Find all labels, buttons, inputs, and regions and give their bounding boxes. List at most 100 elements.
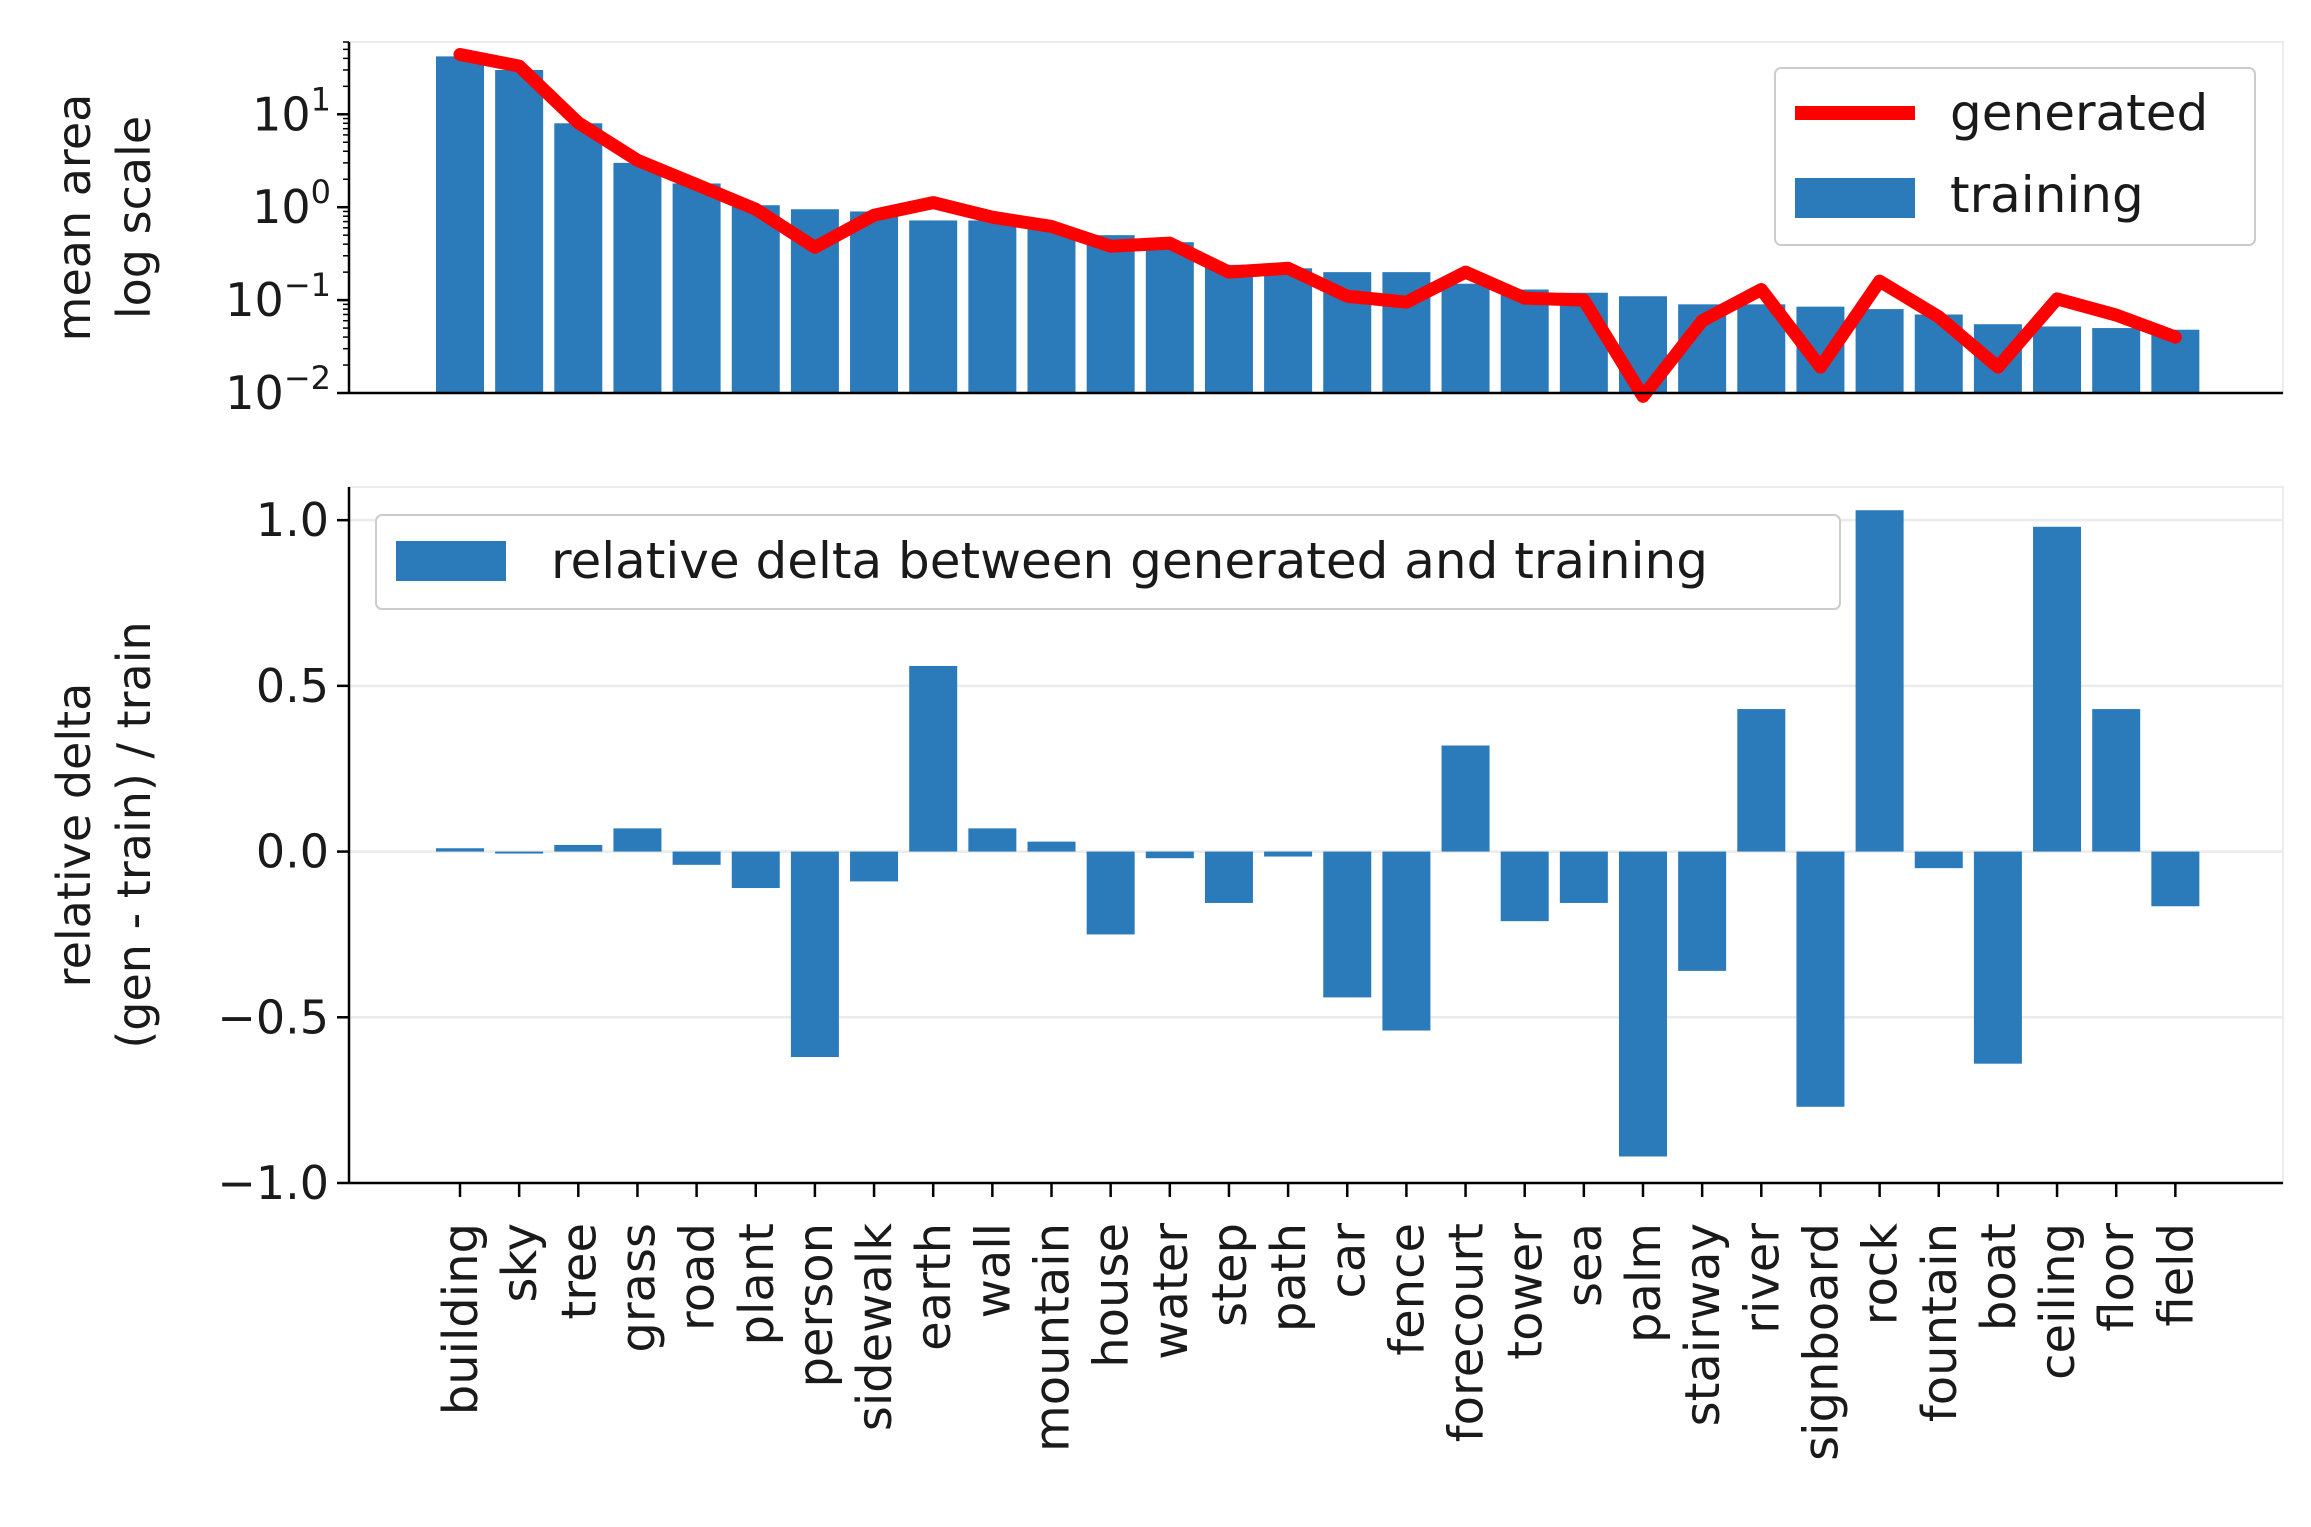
training-bar-sky [495, 69, 544, 393]
top-bars [436, 56, 2200, 394]
top-y-axis-title-line-1: mean area [47, 94, 101, 342]
x-tick-label-boat: boat [1971, 1223, 2027, 1331]
bottom-y-axis-title-line-2: (gen - train) / train [107, 621, 161, 1048]
delta-bar-signboard [1796, 851, 1845, 1107]
x-tick-label-fence: fence [1379, 1223, 1435, 1356]
delta-bar-stairway [1678, 851, 1727, 971]
delta-bar-grass [613, 828, 662, 852]
x-tick-label-field: field [2148, 1223, 2204, 1327]
top-y-tick-label: 101 [252, 80, 331, 141]
x-tick-label-grass: grass [610, 1223, 666, 1353]
training-bar-ceiling [2033, 326, 2082, 393]
training-bar-plant [731, 205, 780, 393]
x-tick-label-mountain: mountain [1025, 1223, 1081, 1452]
training-bar-step [1204, 264, 1253, 393]
training-bar-water [1145, 242, 1194, 393]
training-bar-house [1086, 235, 1135, 393]
delta-bar-palm [1619, 851, 1667, 1157]
x-tick-label-sidewalk: sidewalk [847, 1223, 903, 1431]
delta-bar-path [1264, 851, 1313, 857]
delta-bar-step [1204, 851, 1253, 903]
x-tick-label-wall: wall [965, 1223, 1021, 1318]
delta-bar-house [1086, 851, 1135, 935]
bottom-y-ticks: 1.0 0.5 0.0 −0.5 −1.0 [217, 493, 349, 1210]
delta-bar-fountain [1914, 851, 1963, 869]
x-tick-label-sky: sky [492, 1223, 548, 1303]
generated-line [453, 48, 2182, 403]
training-bar-forecourt [1441, 283, 1490, 393]
top-panel: 101 100 10−1 10−2 mean area log scale gener… [47, 41, 2284, 420]
delta-bar-plant [731, 851, 780, 889]
training-bar-rock [1855, 309, 1904, 393]
bottom-y-axis-title-line-1: relative delta [47, 683, 101, 988]
x-tick-label-fountain: fountain [1912, 1223, 1968, 1422]
legend-relative-delta-swatch [396, 541, 506, 581]
x-tick-label-plant: plant [729, 1223, 785, 1345]
delta-bar-sea [1559, 851, 1608, 903]
x-tick-label-tree: tree [551, 1223, 607, 1320]
x-tick-label-step: step [1202, 1223, 1258, 1327]
training-bar-wall [968, 220, 1017, 393]
top-legend: generated training [1774, 67, 2256, 246]
training-bar-mountain [1027, 227, 1076, 393]
delta-bar-field [2151, 851, 2200, 907]
x-tick-label-building: building [433, 1223, 489, 1415]
bottom-y-tick-label: −1.0 [217, 1156, 329, 1210]
delta-bar-tower [1500, 851, 1549, 922]
delta-bar-river [1737, 709, 1786, 852]
delta-bar-water [1145, 851, 1194, 859]
x-tick-label-road: road [670, 1223, 726, 1331]
legend-relative-delta-label: relative delta between generated and tra… [551, 532, 1708, 590]
delta-bar-boat [1973, 851, 2022, 1064]
delta-bar-rock [1855, 510, 1904, 852]
x-tick-label-earth: earth [906, 1223, 962, 1351]
top-y-axis-title-line-2: log scale [107, 116, 161, 319]
delta-bar-ceiling [2033, 526, 2082, 852]
top-y-tick-label: 10−2 [225, 359, 331, 420]
bottom-bars [436, 510, 2200, 1157]
bottom-legend: relative delta between generated and tra… [375, 514, 1841, 610]
legend-training-swatch [1795, 178, 1915, 218]
training-bar-earth [909, 220, 958, 393]
x-tick-label-forecourt: forecourt [1439, 1223, 1495, 1442]
x-tick-label-water: water [1143, 1223, 1199, 1360]
bottom-y-tick-label: 0.5 [256, 659, 329, 713]
delta-bar-building [436, 848, 484, 852]
delta-bar-car [1323, 851, 1372, 998]
x-tick-label-river: river [1734, 1223, 1790, 1334]
bottom-legend-box [375, 514, 1841, 610]
delta-bar-fence [1382, 851, 1431, 1031]
training-bar-grass [613, 162, 662, 393]
bottom-x-ticks: building sky tree grass road plant person sidew… [433, 1183, 2204, 1461]
delta-bar-wall [968, 828, 1017, 852]
training-bar-building [436, 56, 484, 393]
training-bar-path [1264, 268, 1313, 393]
top-y-tick-label: 100 [252, 173, 331, 234]
delta-bar-floor [2092, 709, 2141, 852]
delta-bar-forecourt [1441, 745, 1490, 852]
x-tick-label-tower: tower [1498, 1223, 1554, 1360]
training-bar-floor [2092, 328, 2141, 393]
delta-bar-sky [495, 851, 544, 854]
x-tick-label-floor: floor [2089, 1223, 2145, 1332]
x-tick-label-person: person [788, 1223, 844, 1388]
x-tick-label-car: car [1320, 1223, 1376, 1299]
delta-bar-tree [554, 844, 603, 852]
x-tick-label-house: house [1084, 1223, 1140, 1368]
training-bar-road [672, 183, 721, 393]
delta-bar-earth [909, 665, 958, 852]
delta-bar-sidewalk [850, 851, 899, 882]
legend-training-label: training [1950, 166, 2144, 224]
bottom-y-tick-label: 0.0 [256, 825, 329, 879]
x-tick-label-stairway: stairway [1675, 1223, 1731, 1426]
delta-bar-mountain [1027, 841, 1076, 852]
delta-bar-person [790, 851, 839, 1058]
delta-bar-road [672, 851, 721, 865]
x-tick-label-path: path [1261, 1223, 1317, 1332]
training-bar-tree [554, 123, 603, 394]
training-bar-sidewalk [850, 211, 899, 393]
bottom-y-tick-label: 1.0 [256, 493, 329, 547]
training-bar-tower [1500, 289, 1549, 393]
x-tick-label-rock: rock [1853, 1223, 1909, 1325]
